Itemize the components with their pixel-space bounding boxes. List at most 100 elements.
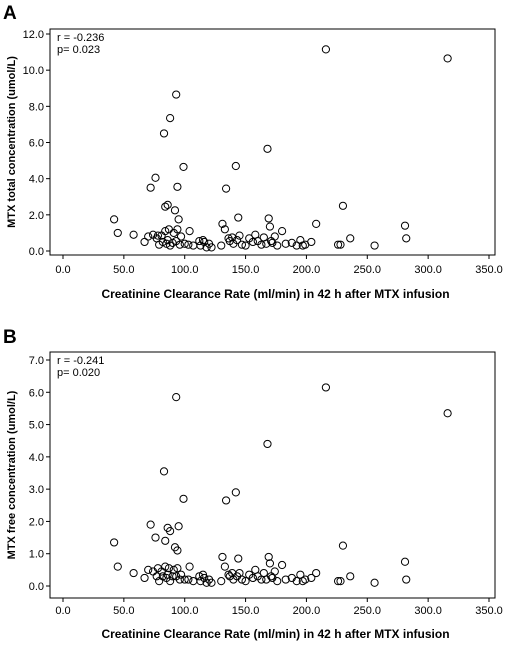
x-tick-label: 350.0 xyxy=(475,605,503,617)
data-point xyxy=(234,554,243,563)
data-point xyxy=(443,54,452,63)
data-point xyxy=(287,238,296,247)
data-point xyxy=(185,562,194,571)
data-point xyxy=(161,562,170,571)
data-point xyxy=(264,552,273,562)
data-point xyxy=(176,232,186,241)
data-point xyxy=(221,496,231,505)
y-tick-label: 6.0 xyxy=(29,138,44,150)
data-point xyxy=(370,578,379,587)
data-point xyxy=(312,568,321,578)
plot-frame xyxy=(49,351,496,599)
data-point xyxy=(270,232,279,241)
data-point xyxy=(217,241,226,250)
data-point xyxy=(307,237,316,247)
data-point xyxy=(151,533,160,542)
data-point xyxy=(174,522,183,531)
correlation-r: r = -0.236 xyxy=(57,32,104,44)
data-point xyxy=(179,162,188,172)
data-point xyxy=(110,215,119,224)
data-point xyxy=(231,488,240,497)
data-point xyxy=(220,562,229,571)
y-tick-label: 1.0 xyxy=(29,549,44,561)
data-point xyxy=(218,219,227,228)
data-point xyxy=(184,240,193,249)
data-point xyxy=(129,230,138,239)
data-point xyxy=(217,577,226,586)
data-point xyxy=(166,527,175,536)
data-point xyxy=(218,552,227,562)
data-point xyxy=(263,439,272,449)
data-point xyxy=(232,236,242,245)
x-tick-label: 50.0 xyxy=(113,264,134,276)
data-point xyxy=(140,573,149,583)
correlation-r: r = -0.241 xyxy=(57,355,104,367)
data-point xyxy=(281,239,290,248)
data-point xyxy=(312,219,321,228)
data-point xyxy=(166,241,175,250)
data-point xyxy=(153,231,163,240)
x-tick-label: 300.0 xyxy=(414,264,442,276)
x-tick-label: 300.0 xyxy=(414,605,442,617)
data-point xyxy=(265,559,275,568)
data-point xyxy=(277,560,287,570)
data-point xyxy=(166,113,175,123)
data-point xyxy=(263,144,272,153)
y-tick-label: 10.0 xyxy=(23,65,44,77)
data-point xyxy=(338,201,348,210)
data-point xyxy=(207,578,216,587)
y-tick-label: 8.0 xyxy=(29,101,44,113)
data-point xyxy=(265,222,275,231)
data-point xyxy=(170,206,180,215)
data-point xyxy=(298,577,307,586)
data-point xyxy=(113,562,122,571)
data-point xyxy=(158,572,167,581)
data-point xyxy=(336,577,345,586)
y-tick-label: 0.0 xyxy=(29,581,44,593)
data-point xyxy=(237,240,247,249)
data-point xyxy=(174,215,183,224)
data-point xyxy=(301,575,310,584)
data-point xyxy=(173,564,182,573)
data-point xyxy=(402,234,411,243)
y-axis-label: MTX free concentration (umol/L) xyxy=(6,390,18,559)
data-point xyxy=(168,572,177,581)
x-tick-label: 0.0 xyxy=(55,264,70,276)
data-point xyxy=(198,236,208,245)
data-point xyxy=(220,225,229,234)
y-tick-label: 0.0 xyxy=(29,246,44,258)
data-point xyxy=(234,213,243,222)
data-point xyxy=(264,214,273,223)
data-point xyxy=(144,565,153,574)
y-tick-label: 4.0 xyxy=(29,452,44,464)
data-point xyxy=(164,564,173,573)
data-point xyxy=(270,567,279,576)
y-axis-label: MTX total concentration (umol/L) xyxy=(6,56,18,228)
y-tick-label: 5.0 xyxy=(29,420,44,432)
x-tick-label: 250.0 xyxy=(354,605,382,617)
y-tick-label: 12.0 xyxy=(23,29,44,41)
data-point xyxy=(235,231,244,240)
data-point xyxy=(166,577,175,586)
data-point xyxy=(173,182,182,191)
data-point xyxy=(159,129,169,138)
data-point xyxy=(146,183,155,192)
x-tick-label: 350.0 xyxy=(475,264,503,276)
data-point xyxy=(185,227,194,236)
x-axis-label: Creatinine Clearance Rate (ml/min) in 42… xyxy=(101,287,449,301)
x-tick-label: 250.0 xyxy=(354,264,382,276)
data-point xyxy=(400,221,410,230)
data-point xyxy=(292,577,301,586)
data-point xyxy=(172,393,181,402)
data-point xyxy=(163,200,172,209)
data-point xyxy=(307,573,316,583)
x-tick-label: 100.0 xyxy=(171,605,199,617)
data-point xyxy=(129,568,138,578)
data-point xyxy=(321,45,331,54)
data-point xyxy=(151,173,160,182)
data-point xyxy=(241,577,250,586)
data-point xyxy=(333,577,343,586)
data-point xyxy=(184,575,193,584)
data-point xyxy=(113,228,122,238)
chart-panel-a: A 0.0 2.0 4.0 6.0 8.0 10.0 12.0 0.0 50.0 100.0 150.… xyxy=(3,3,503,301)
